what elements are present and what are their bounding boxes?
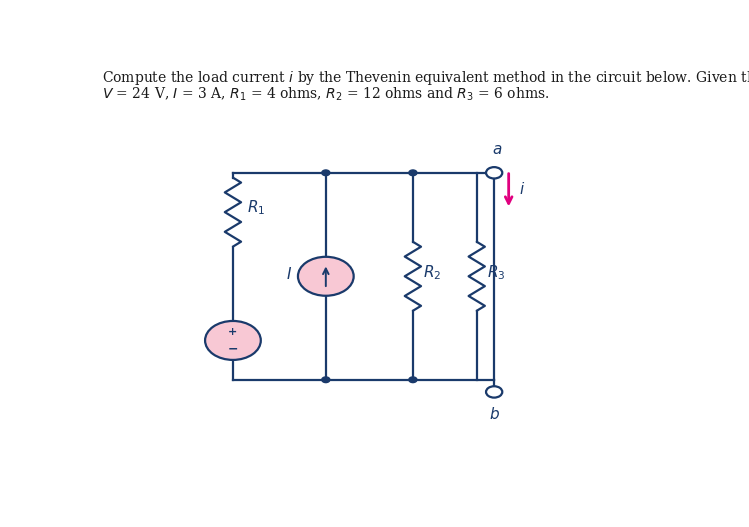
Circle shape (409, 377, 417, 383)
Text: $R_1$: $R_1$ (247, 199, 266, 218)
Circle shape (205, 321, 261, 360)
Text: $a$: $a$ (492, 143, 503, 158)
Circle shape (298, 257, 354, 296)
Circle shape (322, 170, 330, 175)
Text: $b$: $b$ (488, 406, 500, 422)
Text: $I$: $I$ (286, 266, 292, 282)
Circle shape (322, 377, 330, 383)
Text: $i$: $i$ (519, 181, 525, 197)
Text: Compute the load current $i$ by the Thevenin equivalent method in the circuit be: Compute the load current $i$ by the Thev… (103, 70, 749, 87)
Circle shape (409, 170, 417, 175)
Text: $R_2$: $R_2$ (423, 263, 442, 281)
Circle shape (486, 167, 503, 179)
Text: $R_3$: $R_3$ (487, 263, 506, 281)
Text: −: − (228, 342, 238, 355)
Circle shape (486, 386, 503, 397)
Text: +: + (228, 327, 237, 337)
Text: $V$ = 24 V, $I$ = 3 A, $R_1$ = 4 ohms, $R_2$ = 12 ohms and $R_3$ = 6 ohms.: $V$ = 24 V, $I$ = 3 A, $R_1$ = 4 ohms, $… (103, 85, 550, 103)
Text: $V$: $V$ (247, 337, 261, 353)
